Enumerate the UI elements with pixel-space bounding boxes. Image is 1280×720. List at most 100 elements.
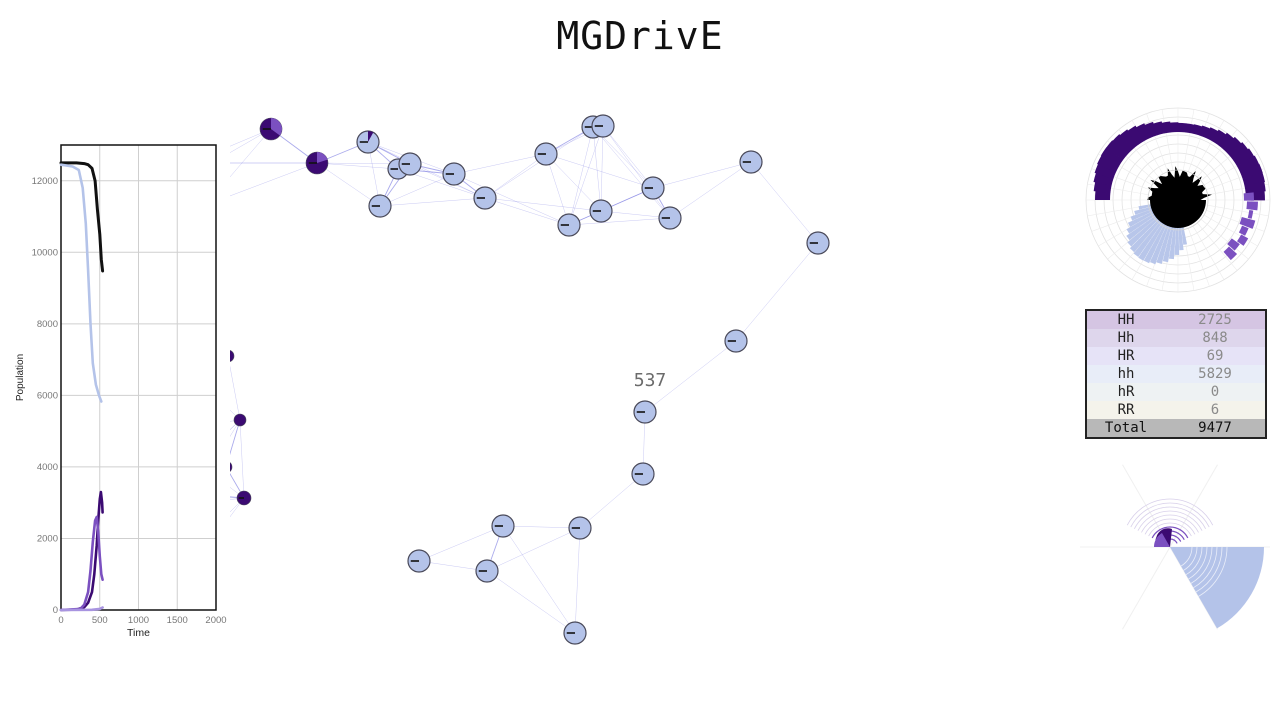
radial-bar-HH — [1094, 163, 1117, 179]
genotype-count: 0 — [1210, 384, 1220, 400]
genotype-label: HR — [1117, 348, 1135, 364]
population-node — [230, 462, 233, 472]
series-line-HH — [59, 490, 104, 612]
radial-bar-HH — [1106, 140, 1128, 161]
concentric-arc — [1151, 526, 1189, 539]
network-edge — [602, 125, 671, 219]
genotype-row-hh: hh 5829 — [1086, 365, 1266, 383]
genotype-count: 5829 — [1198, 366, 1232, 382]
radial-bar-HH — [1228, 142, 1249, 161]
concentric-arc — [1134, 506, 1206, 530]
radial-bar-HH — [1169, 122, 1179, 133]
radial-bar-HH — [1127, 125, 1145, 145]
radial-bar-Hh — [1243, 192, 1254, 201]
concentric-arc — [1148, 522, 1192, 537]
radial-bar-HH — [1100, 147, 1124, 166]
network-edge — [316, 162, 381, 207]
network-edges — [230, 125, 819, 634]
genotype-count: 6 — [1210, 402, 1220, 418]
network-edge — [592, 126, 671, 219]
network-edge — [484, 153, 547, 199]
radial-bar-HH — [1205, 127, 1219, 142]
wedge-ring — [1185, 546, 1203, 576]
network-edge — [484, 197, 602, 212]
network-edge — [735, 242, 819, 342]
y-tick-label: 0 — [53, 605, 58, 616]
network-edge — [230, 128, 272, 153]
network-edge — [239, 419, 245, 499]
wedge-ring — [1195, 546, 1223, 593]
y-tick-label: 2000 — [37, 533, 58, 544]
radial-bar-HH — [1199, 125, 1211, 139]
radial-grid-spoke — [1206, 209, 1265, 232]
y-tick-label: 4000 — [37, 462, 58, 473]
wedge-ring — [1180, 546, 1193, 567]
y-tick-label: 10000 — [32, 247, 58, 258]
network-edge — [230, 419, 241, 456]
radial-grid-spoke — [1182, 109, 1195, 171]
series-line-Hh — [59, 515, 104, 612]
radial-grid-spoke — [1192, 120, 1225, 175]
radial-bar-HH — [1217, 132, 1234, 150]
node-pie-wedge — [368, 131, 374, 142]
network-edge — [230, 419, 241, 437]
radial-bar-HH — [1161, 121, 1172, 134]
radial-genotype-chart-bottom — [1080, 464, 1270, 630]
network-edge — [568, 126, 594, 226]
radial-grid-spoke — [1207, 204, 1269, 217]
total-label: Total — [1104, 420, 1148, 436]
radial-bar-HH — [1185, 123, 1195, 134]
radial-grid-spoke — [1203, 214, 1258, 247]
network-edge — [316, 162, 399, 170]
radial-bar-HH — [1112, 134, 1133, 155]
network-edge — [367, 141, 486, 199]
wedge-hh — [1170, 547, 1264, 629]
network-edge — [230, 162, 318, 197]
network-edge — [600, 125, 604, 212]
network-edge — [230, 496, 245, 499]
radial-bar-HH — [1178, 122, 1187, 133]
network-edge — [750, 161, 819, 244]
genotype-label: HH — [1117, 312, 1135, 328]
network-edge — [230, 128, 272, 178]
plot-frame — [60, 144, 217, 611]
genotype-count-table: HH 2725 Hh 848 HR 69 hh 5829 hR 0 RR 6 Total 9477 — [1085, 309, 1267, 439]
radial-bar-HH — [1233, 148, 1255, 167]
genotype-label: hR — [1117, 384, 1135, 400]
network-edge — [592, 126, 602, 212]
network-edge — [230, 487, 245, 499]
network-edge — [453, 173, 570, 226]
radial-total-center — [1147, 166, 1212, 228]
network-edge — [568, 125, 604, 226]
network-edge — [545, 153, 602, 212]
node-pie-wedge — [317, 152, 328, 163]
network-edge — [669, 161, 752, 219]
radial-bar-HH — [1192, 124, 1203, 136]
network-edge — [230, 497, 245, 513]
x-tick-label: 2000 — [205, 615, 226, 626]
wedge-ring — [1183, 546, 1198, 571]
network-edge — [545, 153, 570, 226]
genotype-row-HR: HR 69 — [1086, 347, 1266, 365]
network-edge — [230, 128, 272, 147]
radial-bar-HH — [1236, 155, 1260, 173]
radial-bar-HH — [1223, 136, 1242, 155]
radial-grid-spoke — [1187, 113, 1210, 172]
network-edge — [379, 197, 486, 207]
network-edge — [579, 473, 644, 529]
genotype-label: Hh — [1117, 330, 1135, 346]
radial-grid-spoke — [1161, 109, 1174, 171]
genotype-label: hh — [1117, 366, 1135, 382]
series-line-hh — [59, 163, 103, 403]
x-tick-label: 0 — [58, 615, 63, 626]
page-title: MGDrivE — [556, 14, 724, 58]
wedge-ring — [1198, 546, 1228, 597]
hex-guide-line — [1122, 546, 1171, 630]
genotype-count: 69 — [1206, 348, 1224, 364]
population-time-series-chart: 0 500 1000 1500 2000 0 2000 4000 6000 8000 10000 12… — [15, 144, 227, 639]
radial-grid-spoke — [1187, 228, 1210, 287]
radial-bar-HH — [1136, 123, 1151, 142]
radial-bar-Hh — [1239, 216, 1256, 229]
genotype-count: 848 — [1202, 330, 1228, 346]
network-edge — [418, 525, 504, 562]
